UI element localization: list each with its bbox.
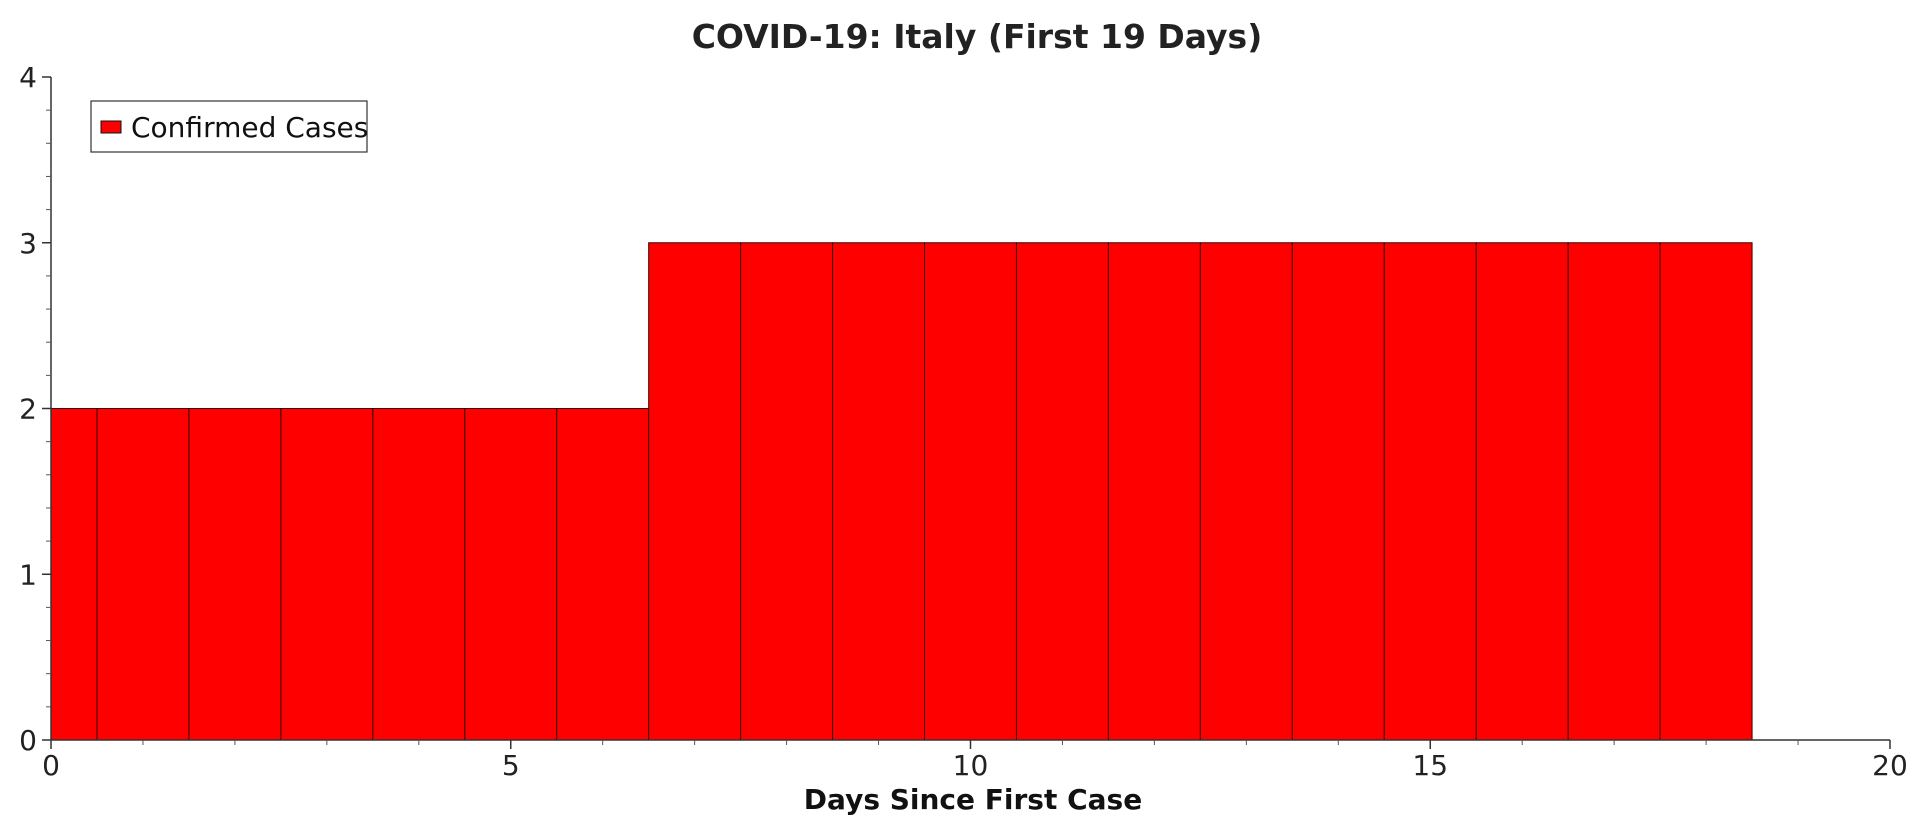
bar-day-1 <box>96 408 190 741</box>
legend: Confirmed Cases <box>90 100 368 153</box>
bars-group <box>50 242 1753 741</box>
bar-day-11 <box>1015 242 1109 741</box>
chart-title: COVID-19: Italy (First 19 Days) <box>692 17 1263 56</box>
x-tick-label: 10 <box>953 749 989 782</box>
bar-day-14 <box>1291 242 1385 741</box>
bar-day-13 <box>1199 242 1293 741</box>
y-tick-label: 1 <box>19 558 37 591</box>
bar-day-18 <box>1659 242 1753 741</box>
x-tick-label: 20 <box>1872 749 1908 782</box>
bar-day-5 <box>464 408 558 741</box>
bar-day-15 <box>1383 242 1477 741</box>
x-tick-label: 0 <box>42 749 60 782</box>
bar-day-0 <box>50 408 98 741</box>
bar-day-3 <box>280 408 374 741</box>
x-tick-label: 5 <box>502 749 520 782</box>
legend-swatch <box>100 120 122 134</box>
y-tick-label: 3 <box>19 227 37 260</box>
bar-day-4 <box>372 408 466 741</box>
x-axis-label: Days Since First Case <box>804 783 1142 816</box>
y-tick-label: 0 <box>19 724 37 757</box>
bar-day-8 <box>740 242 834 741</box>
y-tick-label: 2 <box>19 393 37 426</box>
bar-day-16 <box>1475 242 1569 741</box>
bar-day-10 <box>924 242 1017 741</box>
legend-label: Confirmed Cases <box>131 111 368 144</box>
bar-day-12 <box>1107 242 1201 741</box>
bar-day-6 <box>556 408 650 741</box>
bar-day-7 <box>648 242 742 741</box>
bar-day-9 <box>832 242 926 741</box>
bar-day-17 <box>1567 242 1661 741</box>
legend-box <box>90 100 368 153</box>
y-tick-label: 4 <box>19 61 37 94</box>
axes: 0 5 10 15 20 0 1 2 3 4 <box>19 61 1908 782</box>
bar-day-2 <box>188 408 282 741</box>
x-tick-label: 15 <box>1412 749 1448 782</box>
